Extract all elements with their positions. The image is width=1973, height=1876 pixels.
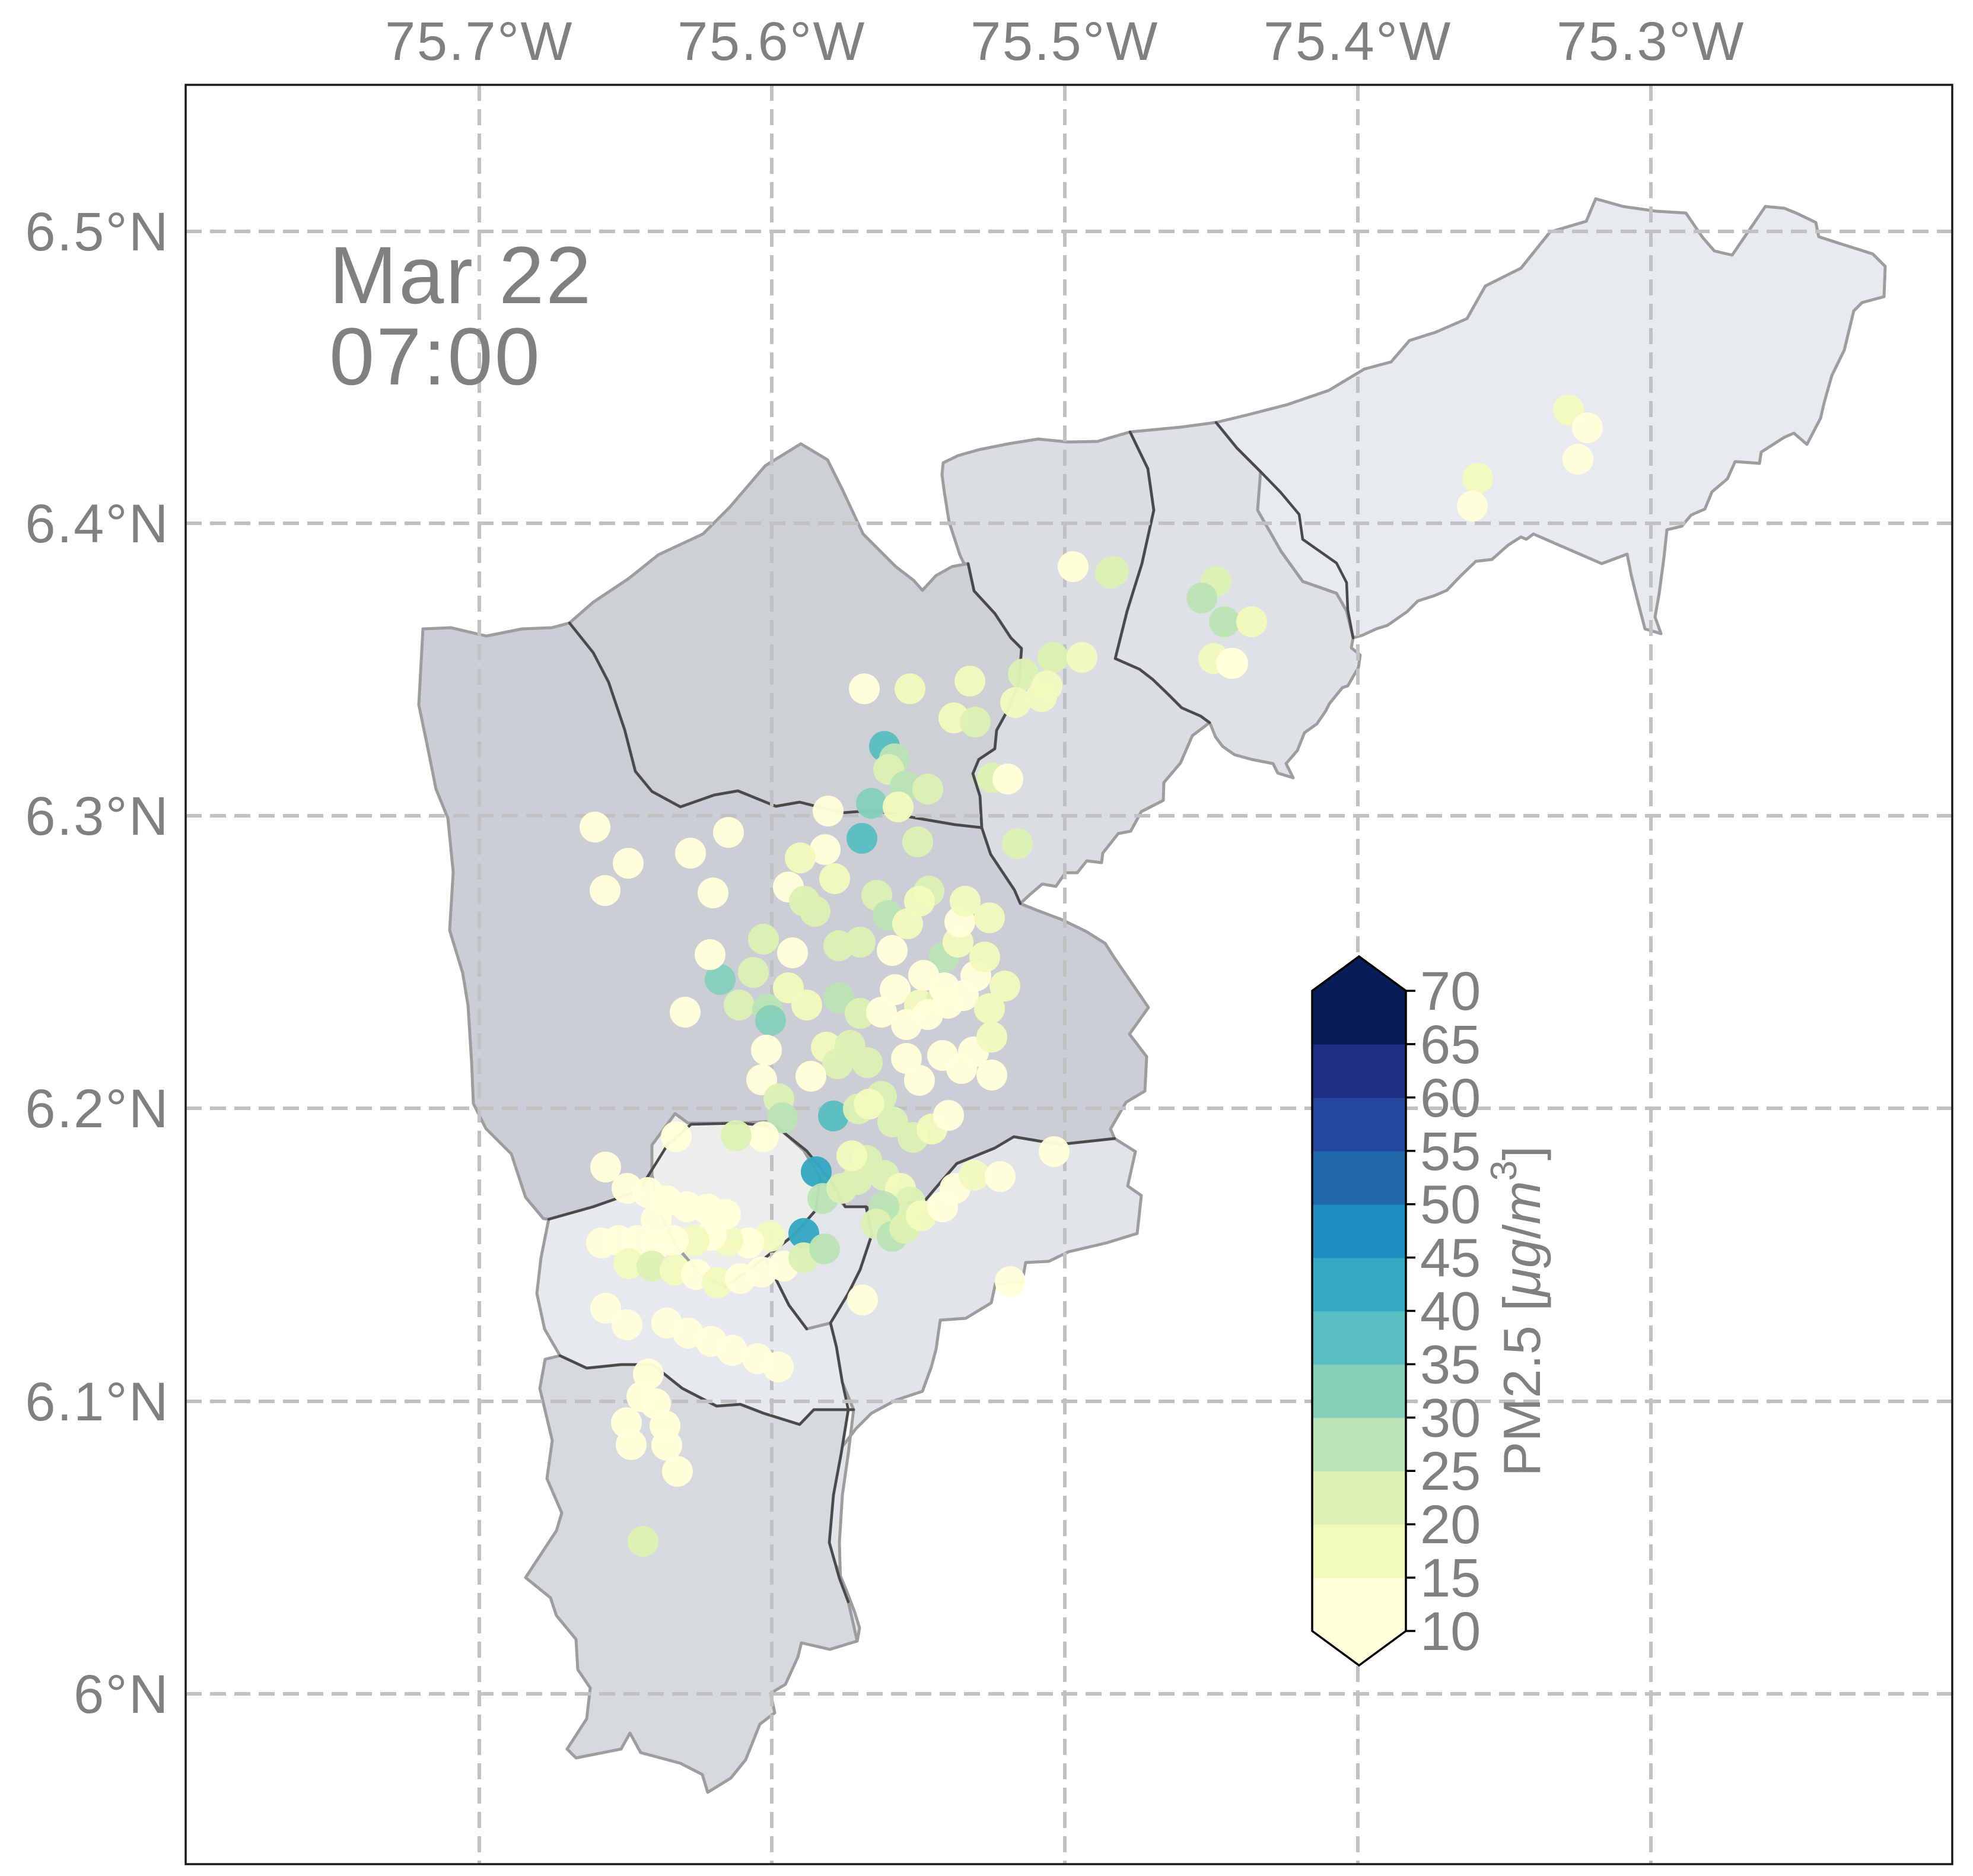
svg-text:30: 30 xyxy=(1420,1388,1481,1448)
svg-text:6.1°N: 6.1°N xyxy=(25,1372,170,1432)
svg-text:15: 15 xyxy=(1420,1548,1481,1608)
svg-text:25: 25 xyxy=(1420,1441,1481,1502)
svg-text:40: 40 xyxy=(1420,1282,1481,1342)
svg-text:75.4°W: 75.4°W xyxy=(1264,11,1452,72)
svg-text:60: 60 xyxy=(1420,1068,1481,1128)
svg-text:45: 45 xyxy=(1420,1228,1481,1289)
svg-text:75.6°W: 75.6°W xyxy=(677,11,866,72)
svg-text:65: 65 xyxy=(1420,1015,1481,1075)
svg-text:50: 50 xyxy=(1420,1175,1481,1235)
svg-text:6.3°N: 6.3°N xyxy=(25,786,170,847)
svg-text:20: 20 xyxy=(1420,1495,1481,1555)
svg-text:07:00: 07:00 xyxy=(329,311,542,402)
svg-text:35: 35 xyxy=(1420,1334,1481,1395)
svg-text:70: 70 xyxy=(1420,961,1481,1022)
svg-text:Mar 22: Mar 22 xyxy=(329,230,593,321)
svg-text:6.5°N: 6.5°N xyxy=(25,202,170,262)
svg-text:PM2.5 [μg/m3]: PM2.5 [μg/m3] xyxy=(1484,1146,1551,1476)
svg-text:6.4°N: 6.4°N xyxy=(25,494,170,554)
svg-text:10: 10 xyxy=(1420,1601,1481,1662)
svg-text:75.3°W: 75.3°W xyxy=(1557,11,1745,72)
svg-text:75.5°W: 75.5°W xyxy=(970,11,1159,72)
svg-text:55: 55 xyxy=(1420,1121,1481,1182)
svg-text:75.7°W: 75.7°W xyxy=(385,11,574,72)
svg-text:6.2°N: 6.2°N xyxy=(25,1079,170,1139)
svg-text:6°N: 6°N xyxy=(74,1664,170,1725)
